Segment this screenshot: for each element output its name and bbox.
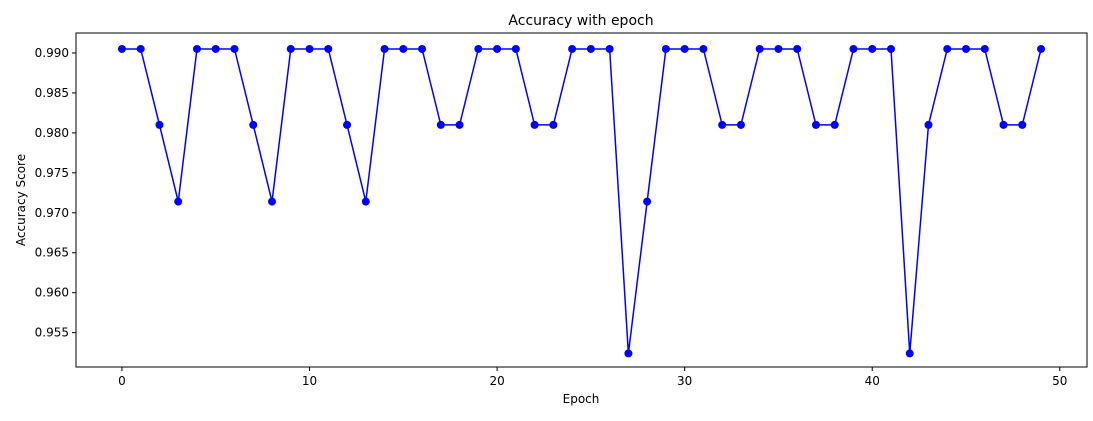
- data-point: [811, 120, 820, 129]
- y-axis-label: Accuracy Score: [14, 154, 28, 246]
- data-point: [493, 44, 502, 53]
- data-point: [980, 44, 989, 53]
- data-point: [680, 44, 689, 53]
- data-point: [905, 349, 914, 358]
- data-point: [343, 120, 352, 129]
- data-point: [755, 44, 764, 53]
- chart-title: Accuracy with epoch: [508, 13, 653, 29]
- data-point: [586, 44, 595, 53]
- y-tick-label: 0.965: [35, 246, 69, 260]
- data-point: [1018, 120, 1027, 129]
- data-point: [380, 44, 389, 53]
- data-point: [249, 120, 258, 129]
- data-point: [436, 120, 445, 129]
- data-point: [736, 120, 745, 129]
- x-axis-label: Epoch: [563, 392, 600, 406]
- data-point: [230, 44, 239, 53]
- data-point: [886, 44, 895, 53]
- data-point: [830, 120, 839, 129]
- data-point: [849, 44, 858, 53]
- data-point: [605, 44, 614, 53]
- y-tick-label: 0.990: [35, 46, 69, 60]
- x-tick-label: 30: [677, 374, 692, 388]
- data-point: [774, 44, 783, 53]
- axis-ticks: 0 10 20 30 40 50 0.955 0.960 0.965 0.970 0.975 0.98…: [35, 46, 1068, 388]
- data-point: [361, 197, 370, 206]
- x-tick-label: 40: [865, 374, 880, 388]
- data-point: [399, 44, 408, 53]
- data-point: [455, 120, 464, 129]
- y-tick-label: 0.955: [35, 326, 69, 340]
- data-point: [155, 120, 164, 129]
- data-point: [924, 120, 933, 129]
- y-tick-label: 0.980: [35, 126, 69, 140]
- series-line: [121, 48, 1042, 354]
- data-point: [418, 44, 427, 53]
- data-point: [174, 197, 183, 206]
- data-point: [962, 44, 971, 53]
- x-tick-label: 50: [1052, 374, 1067, 388]
- data-point: [136, 44, 145, 53]
- y-tick-label: 0.985: [35, 86, 69, 100]
- data-point: [999, 120, 1008, 129]
- plot-series: [117, 44, 1046, 358]
- data-point: [117, 44, 126, 53]
- data-point: [624, 349, 633, 358]
- data-point: [530, 120, 539, 129]
- data-point: [286, 44, 295, 53]
- x-tick-label: 10: [302, 374, 317, 388]
- data-point: [324, 44, 333, 53]
- data-point: [699, 44, 708, 53]
- data-point: [568, 44, 577, 53]
- data-point: [661, 44, 670, 53]
- data-point: [211, 44, 220, 53]
- data-point: [305, 44, 314, 53]
- data-point: [1037, 44, 1046, 53]
- x-tick-label: 20: [489, 374, 504, 388]
- y-tick-label: 0.960: [35, 286, 69, 300]
- data-point: [268, 197, 277, 206]
- plot-frame: [75, 32, 1088, 368]
- data-point: [868, 44, 877, 53]
- data-point: [192, 44, 201, 53]
- data-point: [549, 120, 558, 129]
- data-point: [718, 120, 727, 129]
- y-tick-label: 0.970: [35, 206, 69, 220]
- data-point: [943, 44, 952, 53]
- y-tick-label: 0.975: [35, 166, 69, 180]
- data-point: [643, 197, 652, 206]
- data-point: [793, 44, 802, 53]
- data-point: [474, 44, 483, 53]
- x-tick-label: 0: [118, 374, 126, 388]
- data-point: [511, 44, 520, 53]
